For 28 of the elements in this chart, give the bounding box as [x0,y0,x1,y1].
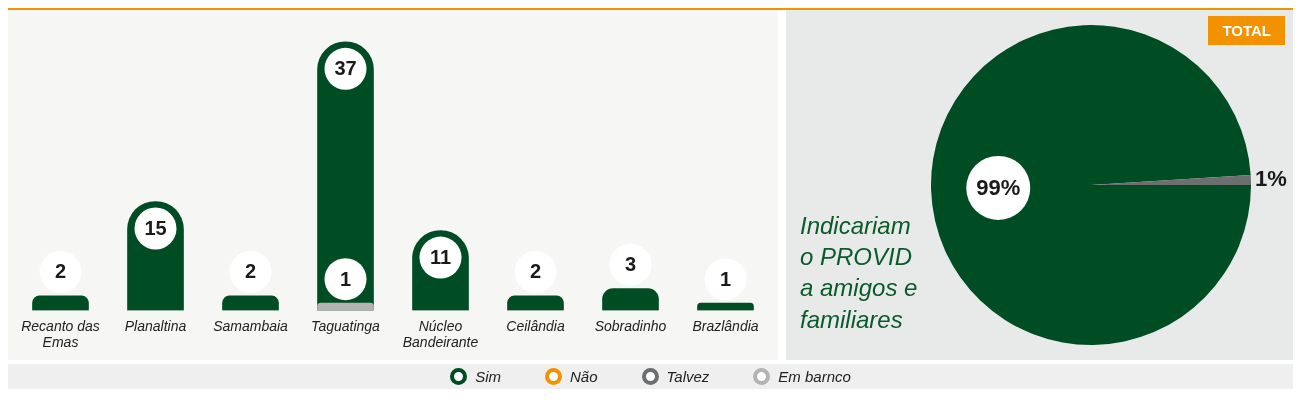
data-label: 37 [334,57,357,80]
data-label: 99% [976,174,1021,200]
data-label: 2 [54,260,67,283]
legend-label: Sim [475,368,501,385]
data-label: 11 [429,246,452,269]
bar [697,302,754,311]
x-tick-label: Núcleo Bandeirante [402,317,479,351]
legend-label: Em barnco [778,368,851,385]
x-tick-label: Brazlândia [692,317,759,334]
data-label: 2 [244,260,257,283]
data-label: 15 [144,217,167,240]
x-tick-label: Recanto das Emas [21,317,100,351]
data-label: 1 [339,267,352,290]
x-tick-label: Planaltina [124,317,187,334]
bar [602,288,659,311]
x-tick-label: Sobradinho [594,317,667,334]
legend-label: Não [569,368,598,385]
data-label: 2 [529,260,542,283]
data-label: 1% [1254,165,1287,191]
legend-label: Talvez [666,368,710,385]
text: Indicariam o PROVID a amigos e familiares [800,211,919,335]
x-tick-label: Samambaia [213,317,289,334]
chart-title: TOTAL [1208,16,1285,45]
data-label: 3 [624,253,637,276]
x-tick-label: Taguatinga [311,317,381,334]
x-tick-label: Ceilândia [506,317,565,334]
bar [317,302,374,311]
data-label: 1 [719,267,732,290]
